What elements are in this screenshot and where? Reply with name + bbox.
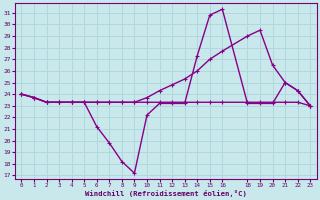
X-axis label: Windchill (Refroidissement éolien,°C): Windchill (Refroidissement éolien,°C) (85, 190, 247, 197)
